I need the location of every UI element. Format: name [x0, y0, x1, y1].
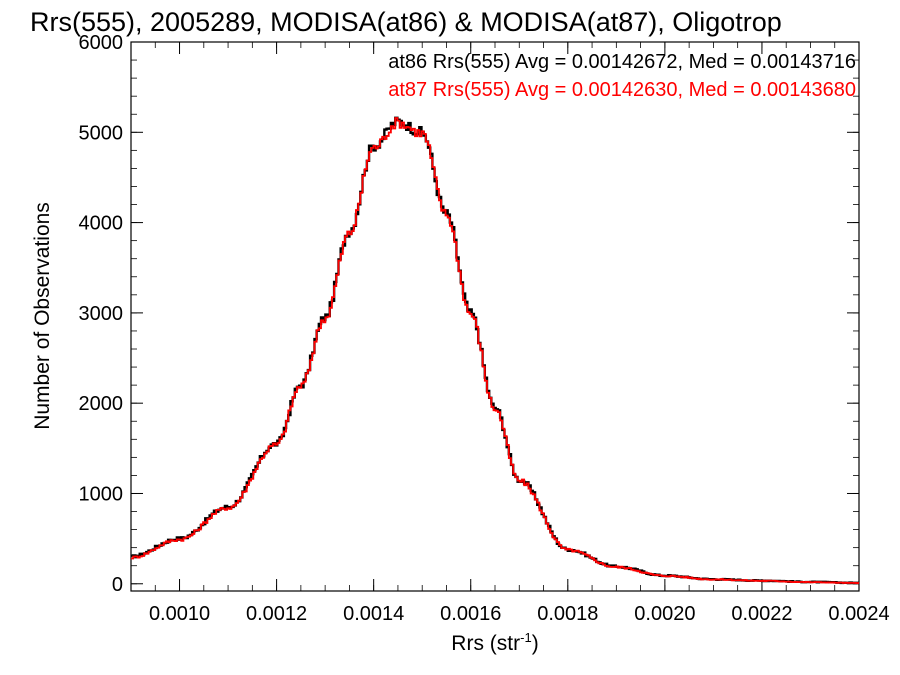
series-layer — [131, 116, 860, 585]
annotation-at86: at86 Rrs(555) Avg = 0.00142672, Med = 0.… — [388, 51, 856, 73]
series-at86-histogram — [131, 116, 860, 585]
y-tick-label: 2000 — [79, 393, 124, 415]
y-tick-label: 0 — [112, 574, 123, 596]
x-tick-label: 0.0010 — [149, 603, 210, 625]
y-tick-labels: 0 1000 2000 3000 4000 5000 6000 — [79, 32, 124, 596]
x-axis-label-superscript: -1 — [520, 630, 532, 645]
y-tick-label: 1000 — [79, 483, 124, 505]
x-tick-label: 0.0012 — [246, 603, 307, 625]
x-axis-label-main: Rrs (str — [451, 632, 520, 655]
x-tick-label: 0.0014 — [343, 603, 404, 625]
plot-frame — [130, 41, 860, 592]
x-tick-label: 0.0018 — [537, 603, 598, 625]
y-axis-label: Number of Observations — [31, 202, 54, 430]
y-tick-label: 3000 — [79, 303, 124, 325]
x-tick-label: 0.0016 — [440, 603, 501, 625]
y-tick-label: 4000 — [79, 213, 124, 235]
chart-title: Rrs(555), 2005289, MODISA(at86) & MODISA… — [30, 7, 782, 37]
x-tick-label: 0.0024 — [828, 603, 889, 625]
x-tick-labels: 0.0010 0.0012 0.0014 0.0016 0.0018 0.0020 0.00… — [149, 603, 890, 625]
y-tick-label: 5000 — [79, 122, 124, 144]
y-tick-label: 6000 — [79, 32, 124, 54]
series-at87-histogram — [131, 117, 860, 585]
x-axis-label: Rrs (str-1) — [451, 630, 538, 655]
x-tick-label: 0.0020 — [634, 603, 695, 625]
x-axis-label-close: ) — [532, 632, 539, 655]
x-tick-label: 0.0022 — [731, 603, 792, 625]
annotation-at87: at87 Rrs(555) Avg = 0.00142630, Med = 0.… — [388, 79, 856, 101]
axis-ticks — [130, 41, 860, 591]
